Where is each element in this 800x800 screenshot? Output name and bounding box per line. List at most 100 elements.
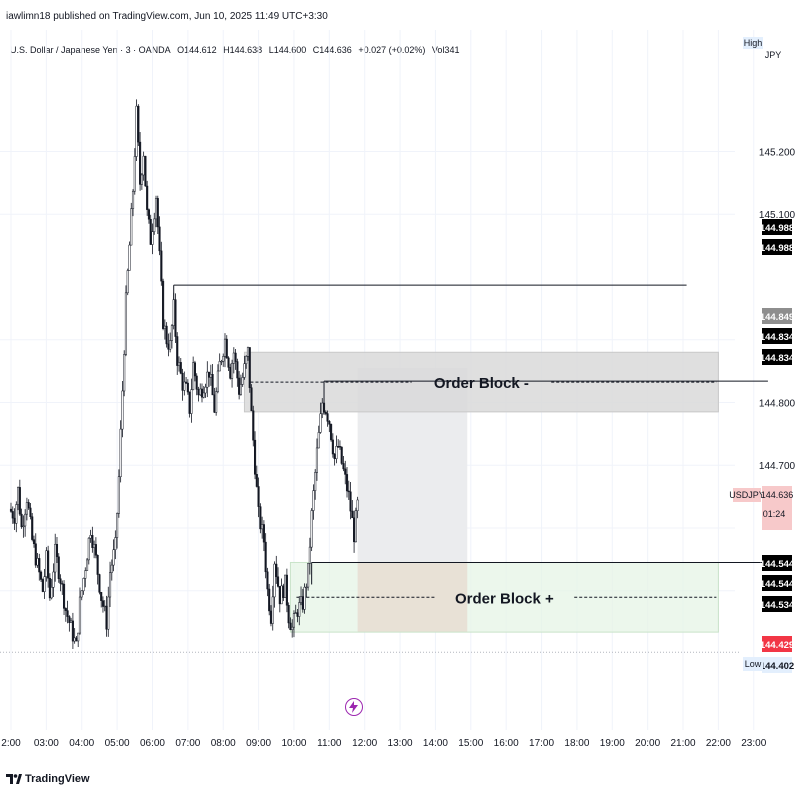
x-tick-label: 19:00 [600,738,625,749]
candle-body [114,537,117,550]
candle-body [34,543,37,566]
candle-body [307,563,310,588]
bearish-order-block-label: Order Block - [434,375,529,392]
candle-body [29,507,32,517]
ohlc-change: +0.027 (+0.02%) [358,45,426,55]
candle-body [105,605,108,630]
y-tick-label: 145.200 [759,147,796,158]
candle-body [298,602,301,617]
x-tick-label: 12:00 [352,738,377,749]
candle-body [248,347,251,388]
candle-body [24,513,27,527]
candle-body [170,325,173,341]
chart-levels [173,284,768,585]
candle-body [209,374,212,378]
price-tag-label: 144.534 [760,600,795,611]
candle-body [195,375,198,390]
candle-body [31,516,34,540]
candle-body [40,571,43,580]
candle-body [257,486,260,507]
candle-body [98,574,101,593]
price-axis: 145.200 145.100 144.800 144.700 [759,147,796,472]
candle-body [268,588,271,612]
price-tag-label: 144.544 [760,579,795,590]
price-tag-bg [762,239,792,255]
candle-body [22,525,25,528]
candle-body [305,586,308,589]
candle-body [151,231,154,245]
candle-body [276,576,280,587]
price-tag-bg [762,219,792,235]
candle-body [342,463,345,470]
candle-body [234,352,237,362]
x-tick-label: 22:00 [706,738,731,749]
candle-body [20,513,23,528]
candle-body [192,362,195,390]
candle-body [77,632,80,642]
candle-body [87,537,90,561]
candle-body [27,502,30,509]
candle-body [324,411,327,414]
candle-body [43,576,46,592]
candle-body [25,502,28,515]
candle-body [158,226,161,252]
candle-body [96,554,99,575]
candle-body [61,583,64,585]
candle-body [144,155,147,187]
candle-body [204,386,207,394]
candle-body [227,357,230,368]
candle-body [282,585,285,598]
lightning-icon[interactable] [345,698,363,716]
candle-body [126,270,129,294]
candle-body [47,550,50,579]
price-tag-label: 144.834 [760,332,795,343]
high-tag: High [744,38,763,48]
candle-body [137,105,140,143]
candle-body [135,105,138,157]
candle-body [188,391,191,414]
x-tick-label: 03:00 [34,738,59,749]
candle-body [55,543,59,558]
candle-body [17,487,20,505]
candle-body [176,336,179,366]
candle-body [163,325,166,329]
candle-body [292,613,296,628]
candle-body [82,578,85,592]
x-tick-label: 08:00 [211,738,236,749]
candle-body [172,299,175,326]
candle-body [353,517,356,543]
tradingview-logo[interactable]: TradingView [6,773,90,785]
symbol-legend: U.S. Dollar / Japanese Yen · 3 · OANDA O… [10,45,463,55]
candle-body [190,389,193,414]
candle-body [94,544,97,556]
candle-body [100,592,103,601]
candle-body [110,564,113,573]
candle-body [278,586,281,605]
candle-body [116,513,119,538]
candle-body [75,637,78,642]
candle-body [130,208,133,246]
candle-body [216,370,219,392]
x-tick-label: 11:00 [317,738,342,749]
candle-body [246,347,250,357]
candle-body [101,600,105,607]
candle-body [273,563,276,598]
y-tick-label: 145.100 [759,210,796,221]
candle-body [312,490,315,511]
symbol-name[interactable]: U.S. Dollar / Japanese Yen · 3 · OANDA [10,45,171,55]
x-tick-label: 2:00 [1,738,21,749]
candle-body [177,362,181,366]
candle-body [38,558,41,573]
candle-body [142,155,145,176]
candle-body [206,371,209,388]
price-tag-label: 144.988 [760,223,794,234]
candle-body [345,474,349,492]
candle-body [218,361,221,372]
symbol-tag: USDJPY [729,490,765,500]
candle-body [271,596,274,624]
currency-label[interactable]: JPY [765,50,782,60]
candle-body [9,508,13,512]
candle-body [128,244,131,271]
candle-body [294,612,297,614]
